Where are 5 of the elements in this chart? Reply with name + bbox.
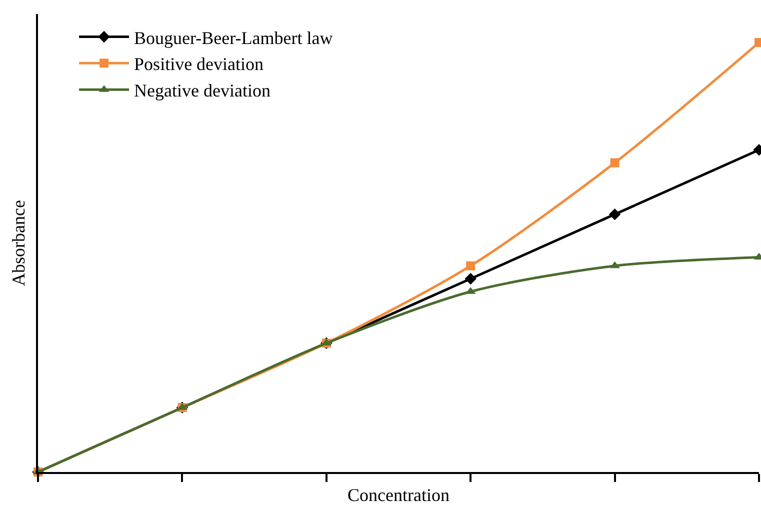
legend-label: Positive deviation: [134, 54, 264, 74]
x-axis-title: Concentration: [348, 485, 450, 506]
legend-label: Bouguer-Beer-Lambert law: [134, 28, 333, 48]
y-axis-title: Absorbance: [8, 200, 29, 286]
legend-label: Negative deviation: [134, 80, 271, 101]
